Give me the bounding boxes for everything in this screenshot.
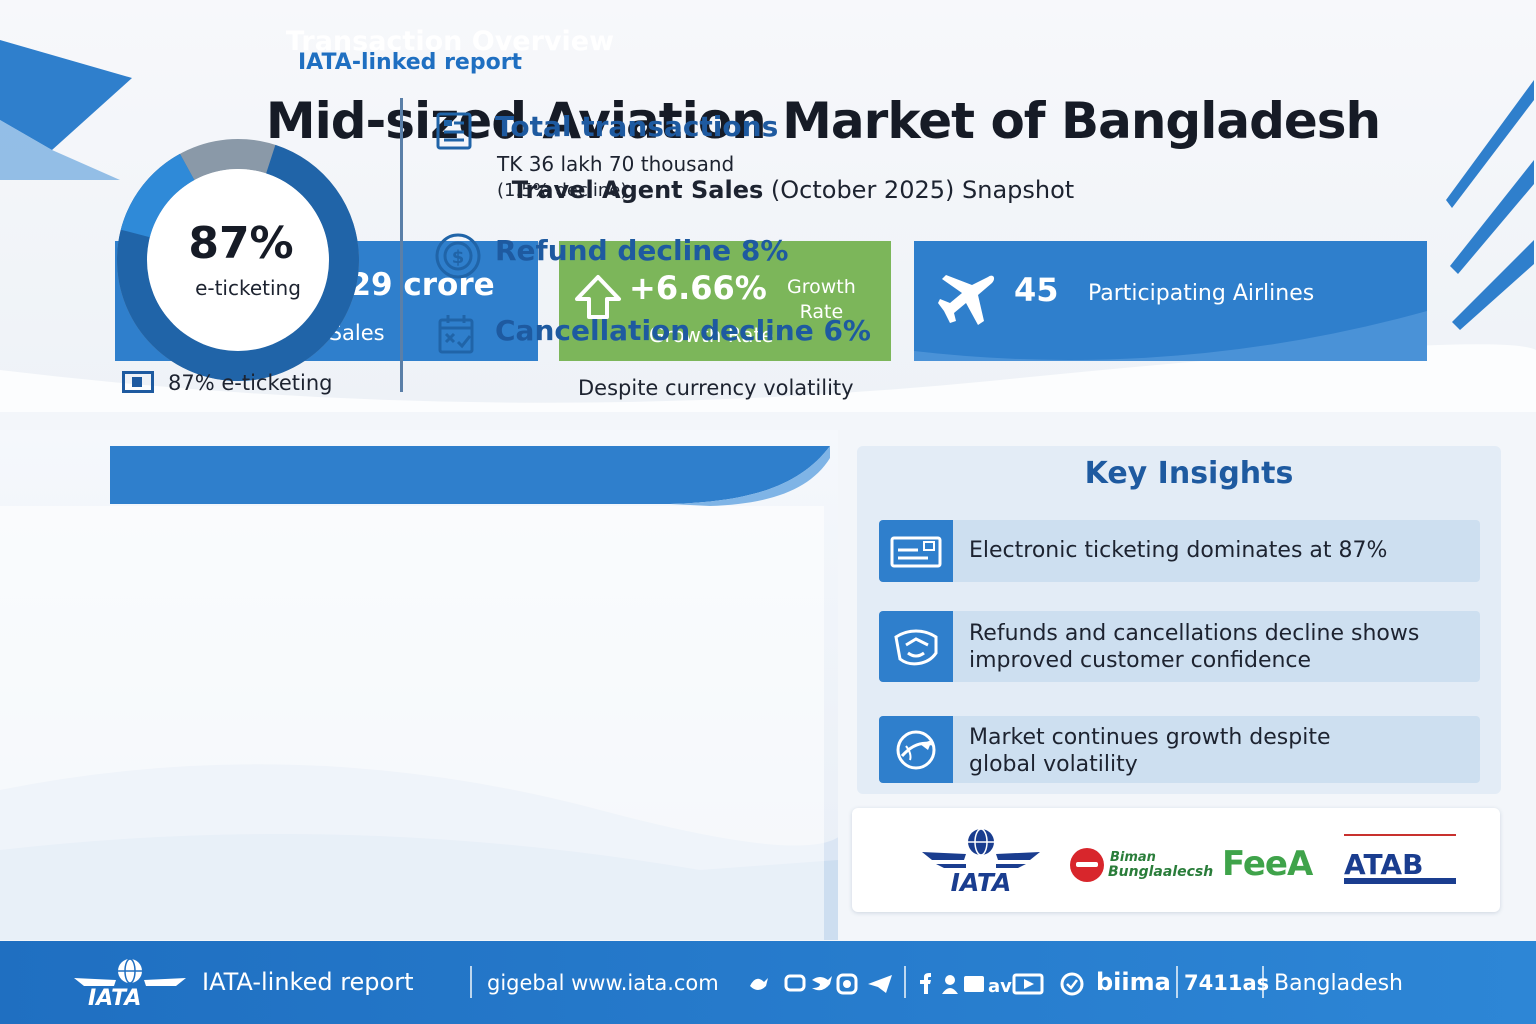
bird-icon[interactable] [750, 978, 768, 990]
instagram-icon[interactable] [836, 973, 858, 995]
insight-line-2: global volatility [969, 752, 1138, 777]
footer-separator [1176, 966, 1178, 998]
globe-plane-icon [879, 716, 953, 783]
footer-biima-label: biima [1096, 968, 1171, 996]
caveat-note: Despite currency volatility [578, 376, 854, 400]
biman-logo-text-2: Bunglaalecsh [1108, 864, 1214, 880]
donut-hole [147, 169, 329, 351]
kpi-growth-side-line-2: Rate [799, 301, 844, 323]
iata-logo-emblem [922, 828, 1040, 868]
check-badge-icon[interactable] [1060, 972, 1084, 996]
footer-iata-emblem [74, 958, 186, 986]
ticket-icon [879, 520, 953, 582]
insight-text: Electronic ticketing dominates at 87% [969, 537, 1387, 564]
transaction-header-bar [110, 446, 830, 506]
insight-line-1: Electronic ticketing dominates at 87% [969, 538, 1388, 563]
up-arrow-icon [575, 275, 621, 319]
telegram-icon[interactable] [868, 975, 892, 993]
insight-line-1: Market continues growth despite [969, 725, 1331, 750]
atab-logo-text: ATAB [1344, 848, 1424, 881]
kpi-participating-airlines: 45 Participating Airlines [914, 241, 1427, 361]
kpi-growth-label: Growth Rate [649, 323, 774, 347]
chat-icon[interactable] [784, 974, 806, 992]
biman-logo-emblem [1070, 848, 1104, 882]
total-transactions-value: TK 36 lakh 70 thousand [497, 152, 735, 176]
document-icon [436, 112, 472, 150]
swoosh-decoration [0, 344, 1536, 412]
av-text-icon[interactable]: av [988, 976, 1012, 996]
insight-text: Refunds and cancellations decline shows … [969, 620, 1419, 674]
iata-logo-text: IATA [950, 868, 1012, 897]
e-ticketing-donut-chart [117, 139, 359, 381]
image-icon[interactable] [964, 976, 984, 992]
calendar-cancel-icon [438, 315, 474, 354]
footer-separator [904, 966, 906, 998]
footer-bar [0, 941, 1536, 1024]
svg-text:$: $ [452, 247, 465, 268]
insight-item: Market continues growth despite global v… [879, 716, 1480, 783]
twitter-icon[interactable] [812, 976, 832, 991]
transaction-overview-panel [0, 430, 838, 940]
page-subtitle: Travel Agent Sales (October 2025) Snapsh… [0, 176, 1536, 204]
svg-text:av: av [988, 976, 1012, 996]
insight-item: Electronic ticketing dominates at 87% [879, 520, 1480, 582]
footer-tias-label: 7411as [1184, 971, 1270, 995]
kpi-growth-rate: +6.66% Growth Rate Growth Rate [559, 241, 891, 361]
footer-country-label: Bangladesh [1274, 971, 1403, 996]
wing-decoration [0, 40, 132, 180]
kpi-airlines-label: Participating Airlines [1088, 281, 1315, 306]
footer-report-label: IATA-linked report [202, 968, 414, 996]
legend-label: 87% e-ticketing [168, 371, 333, 395]
subtitle-rest: (October 2025) Snapshot [763, 176, 1075, 204]
footer-separator [1262, 966, 1264, 998]
refund-coin-icon: $ [435, 233, 481, 279]
insight-text: Market continues growth despite global v… [969, 724, 1330, 778]
key-insights-title: Key Insights [1084, 456, 1294, 491]
green-partner-logo: FeeA [1222, 844, 1313, 884]
transaction-divider [400, 98, 403, 392]
airplane-icon [938, 275, 995, 325]
video-icon[interactable] [1012, 973, 1044, 995]
insight-line-1: Refunds and cancellations decline shows [969, 621, 1420, 646]
atab-logo-stripe [1344, 834, 1456, 842]
subtitle-bold: Travel Agent Sales [511, 176, 764, 204]
total-transactions-title: Total transactions [495, 110, 779, 143]
kpi-growth-value: +6.66% [629, 269, 767, 307]
report-tag: IATA-linked report [298, 50, 523, 75]
footer-separator [470, 966, 472, 998]
total-transactions-note: (1.5% decline) [497, 180, 628, 201]
handshake-icon [879, 611, 953, 682]
donut-share-arc [117, 139, 359, 381]
legend-swatch [122, 371, 154, 393]
biman-logo-text-1: Biman [1110, 850, 1156, 865]
insight-item: Refunds and cancellations decline shows … [879, 611, 1480, 682]
donut-value: 87% [188, 218, 294, 269]
transaction-overview-title: Transaction Overview [285, 26, 615, 57]
footer-website-link[interactable]: gigebal www.iata.com [487, 971, 719, 995]
footer-iata-text: IATA [88, 986, 142, 1011]
kpi-growth-side-line-1: Growth [787, 276, 856, 298]
atab-logo-underline [1344, 878, 1456, 884]
kpi-growth-side-label: Growth Rate [787, 275, 856, 325]
transaction-card [0, 506, 824, 940]
footer-social-icons [750, 973, 892, 995]
footer-social-icons-2: av [920, 972, 1084, 996]
refund-decline-title: Refund decline 8% [495, 234, 789, 267]
kpi-airlines-value: 45 [1014, 271, 1059, 309]
donut-label: e-ticketing [195, 276, 301, 300]
kpi-wave-decoration [914, 311, 1427, 361]
cancellation-decline-title: Cancellation decline 6% [495, 314, 871, 347]
user-icon[interactable] [942, 975, 958, 994]
facebook-icon[interactable] [920, 973, 931, 994]
insight-line-2: improved customer confidence [969, 648, 1312, 673]
stripe-decoration [1446, 80, 1534, 330]
